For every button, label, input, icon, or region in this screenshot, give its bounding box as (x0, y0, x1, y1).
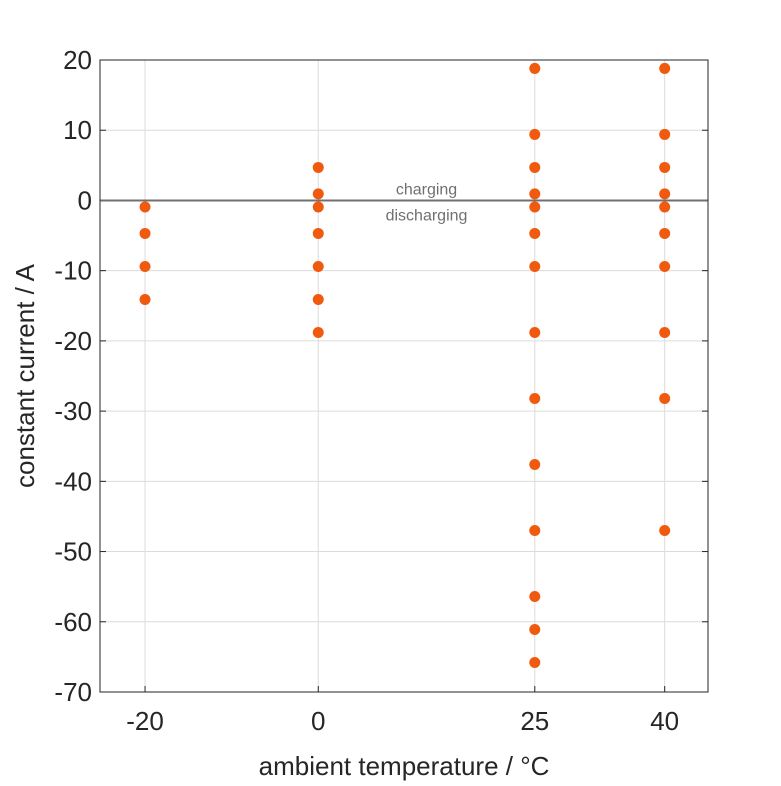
y-tick-label: -20 (54, 326, 92, 356)
data-point (529, 260, 541, 272)
plot-frame (99, 59, 709, 693)
x-tick-label: 25 (520, 706, 549, 736)
reference-line-group: charging discharging (100, 181, 708, 224)
data-point (139, 201, 151, 213)
data-point (659, 188, 671, 200)
data-point (529, 62, 541, 74)
y-axis-label: constant current / A (10, 263, 40, 488)
data-point (529, 458, 541, 470)
data-point (659, 392, 671, 404)
data-point (659, 260, 671, 272)
x-axis-label: ambient temperature / °C (259, 751, 550, 781)
data-point (312, 161, 324, 173)
y-tick-label: -50 (54, 537, 92, 567)
data-point (529, 188, 541, 200)
data-point (529, 624, 541, 636)
y-tick-label: -70 (54, 677, 92, 707)
data-point (312, 293, 324, 305)
x-tick-label: -20 (126, 706, 164, 736)
y-tick-label: 20 (63, 45, 92, 75)
data-point (529, 657, 541, 669)
data-point (312, 260, 324, 272)
data-point (312, 227, 324, 239)
data-point (139, 227, 151, 239)
y-tick-label: 0 (78, 185, 92, 215)
data-point (659, 201, 671, 213)
charging-label: charging (396, 181, 457, 198)
y-tick-label: -60 (54, 607, 92, 637)
y-tick-label: -10 (54, 256, 92, 286)
data-point (659, 326, 671, 338)
data-point (659, 227, 671, 239)
data-point (659, 62, 671, 74)
x-tick-label: 40 (650, 706, 679, 736)
data-point (529, 227, 541, 239)
grid (100, 59, 708, 693)
data-point (659, 524, 671, 536)
tick-labels: -20 0 25 40 20 10 0 -10 -20 -30 -40 -50 -60 -70 (54, 45, 679, 736)
discharging-label: discharging (386, 207, 468, 224)
data-points (139, 62, 671, 669)
data-point (529, 201, 541, 213)
data-point (529, 590, 541, 602)
data-point (529, 524, 541, 536)
data-point (529, 128, 541, 140)
y-tick-label: -30 (54, 396, 92, 426)
data-point (529, 326, 541, 338)
x-tick-label: 0 (311, 706, 325, 736)
data-point (139, 293, 151, 305)
data-point (529, 392, 541, 404)
data-point (312, 326, 324, 338)
data-point (529, 161, 541, 173)
y-tick-label: -40 (54, 466, 92, 496)
data-point (659, 128, 671, 140)
data-point (312, 201, 324, 213)
data-point (659, 161, 671, 173)
data-point (312, 188, 324, 200)
data-point (139, 260, 151, 272)
y-tick-label: 10 (63, 115, 92, 145)
